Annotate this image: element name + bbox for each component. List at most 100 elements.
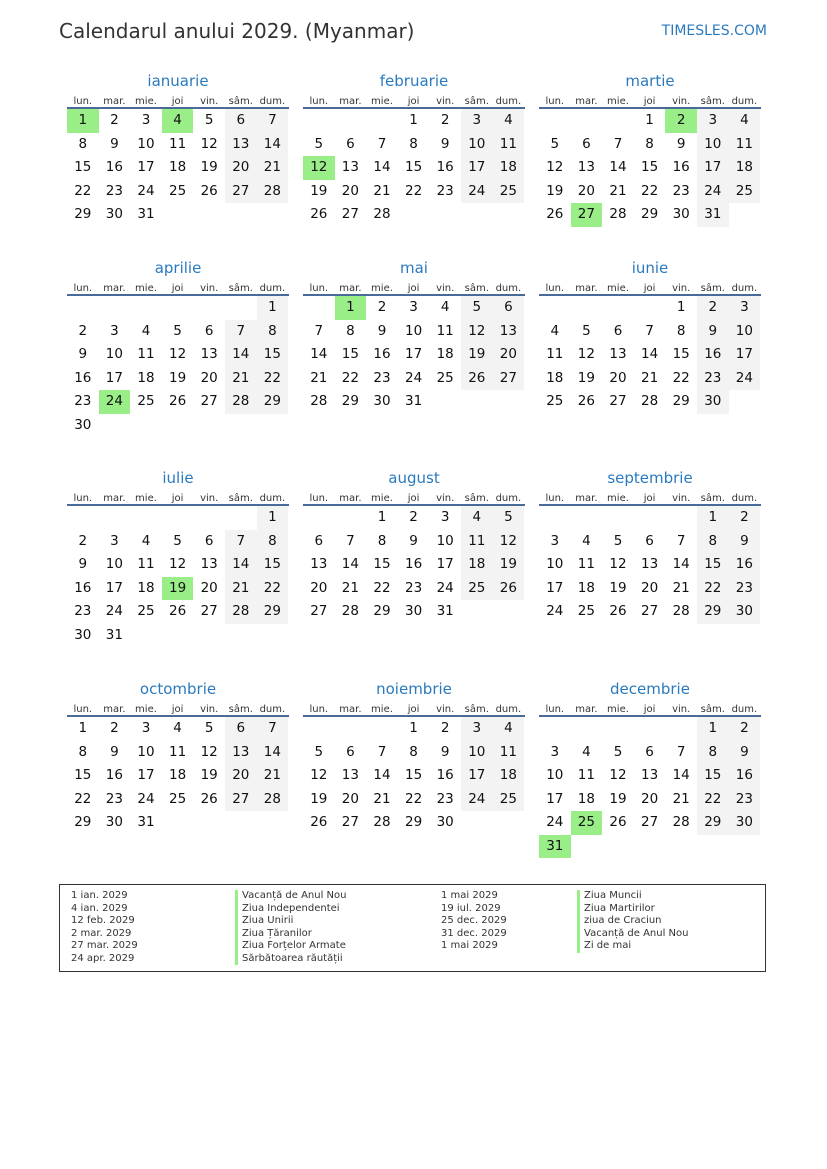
day-cell: 18 xyxy=(169,767,187,783)
day-cell: 17 xyxy=(436,556,454,572)
weekday-label: mie. xyxy=(371,704,393,715)
holiday-day-cell: 1 xyxy=(67,109,99,133)
day-cell: 12 xyxy=(577,346,595,362)
day-cell: 6 xyxy=(582,135,591,152)
month-title: martie xyxy=(625,72,675,90)
day-cell: 2 xyxy=(728,506,761,530)
day-cell: 20 xyxy=(492,343,525,367)
day-cell: 1 xyxy=(78,720,88,736)
day-cell: 7 xyxy=(225,529,257,553)
weekday-label: joi xyxy=(171,493,184,504)
day-cell: 20 xyxy=(200,579,218,596)
holiday-day-cell: 31 xyxy=(539,834,571,858)
day-cell: 2 xyxy=(110,720,119,736)
weekday-label: mie. xyxy=(371,96,393,107)
day-cell: 8 xyxy=(697,740,729,764)
day-cell: 17 xyxy=(461,156,493,180)
day-cell: 6 xyxy=(346,743,355,760)
month-title: iulie xyxy=(162,469,194,487)
month-title: decembrie xyxy=(610,680,690,698)
month-title: octombrie xyxy=(139,680,217,698)
brand-link[interactable]: TIMESLES.COM xyxy=(661,23,767,39)
day-cell: 15 xyxy=(697,553,729,577)
day-cell: 25 xyxy=(169,182,187,199)
weekday-label: sâm. xyxy=(464,283,489,294)
day-cell: 14 xyxy=(256,740,289,764)
day-cell: 21 xyxy=(341,579,359,596)
day-cell: 19 xyxy=(200,767,218,783)
day-cell: 6 xyxy=(346,135,355,152)
day-cell: 14 xyxy=(341,556,359,572)
day-cell: 11 xyxy=(137,556,155,572)
day-cell: 3 xyxy=(550,532,560,549)
day-cell: 10 xyxy=(728,319,761,343)
divider xyxy=(67,504,289,506)
legend-date: 24 apr. 2029 xyxy=(71,952,135,964)
day-cell: 10 xyxy=(105,556,123,572)
day-cell: 2 xyxy=(697,296,729,320)
day-cell: 14 xyxy=(672,767,690,783)
legend-date: 12 feb. 2029 xyxy=(71,915,135,926)
day-cell: 5 xyxy=(314,135,324,152)
day-cell: 12 xyxy=(310,767,328,783)
legend-holiday-name: Sărbătoarea răutății xyxy=(235,952,343,965)
weekday-label: lun. xyxy=(73,704,93,715)
day-cell: 19 xyxy=(169,369,187,386)
day-cell: 21 xyxy=(225,576,257,600)
weekday-label: vin. xyxy=(436,283,455,294)
day-cell: 7 xyxy=(377,743,387,760)
weekday-label: lun. xyxy=(309,283,329,294)
weekday-label: joi xyxy=(643,96,656,107)
day-cell: 22 xyxy=(672,369,690,386)
day-cell: 15 xyxy=(405,159,423,175)
day-cell: 29 xyxy=(74,814,92,830)
day-cell: 28 xyxy=(672,603,690,619)
day-cell: 5 xyxy=(314,743,324,760)
day-cell: 26 xyxy=(577,393,595,409)
day-cell: 23 xyxy=(672,182,690,199)
day-cell: 24 xyxy=(546,603,564,619)
weekday-label: mie. xyxy=(607,96,629,107)
legend-date: 1 ian. 2029 xyxy=(71,890,128,901)
holiday-day-cell: 27 xyxy=(570,203,603,227)
day-cell: 27 xyxy=(641,603,659,619)
day-cell: 12 xyxy=(609,767,627,783)
day-cell: 18 xyxy=(492,764,525,788)
day-cell: 30 xyxy=(672,206,690,222)
day-cell: 23 xyxy=(697,366,729,390)
day-cell: 26 xyxy=(169,603,187,619)
legend-holiday-name: ziua de Craciun xyxy=(577,915,662,928)
day-cell: 3 xyxy=(697,109,729,133)
day-cell: 1 xyxy=(377,509,387,525)
holiday-legend: 1 ian. 2029 Vacanță de Anul Nou 4 ian. 202… xyxy=(59,884,766,972)
day-cell: 4 xyxy=(141,322,151,339)
day-cell: 27 xyxy=(200,393,218,409)
day-cell: 27 xyxy=(341,814,359,830)
weekday-label: mar. xyxy=(575,493,598,504)
day-cell: 20 xyxy=(225,156,257,180)
day-cell: 23 xyxy=(728,576,761,600)
day-cell: 17 xyxy=(105,369,123,386)
weekday-label: dum. xyxy=(731,96,758,107)
day-cell: 28 xyxy=(225,390,257,414)
day-cell: 13 xyxy=(641,767,659,783)
divider xyxy=(539,715,761,717)
day-cell: 11 xyxy=(728,132,761,156)
day-cell: 10 xyxy=(137,743,155,760)
day-cell: 30 xyxy=(728,600,761,624)
day-cell: 13 xyxy=(492,319,525,343)
day-cell: 29 xyxy=(405,814,423,830)
weekday-label: lun. xyxy=(73,283,93,294)
weekday-label: lun. xyxy=(309,704,329,715)
day-cell: 21 xyxy=(256,764,289,788)
month-title: iunie xyxy=(631,259,669,277)
day-cell: 16 xyxy=(697,343,729,367)
day-cell: 11 xyxy=(577,556,595,572)
weekday-label: mar. xyxy=(103,704,126,715)
day-cell: 22 xyxy=(405,182,423,199)
day-cell: 10 xyxy=(546,767,564,783)
weekday-label: sâm. xyxy=(700,96,725,107)
day-cell: 24 xyxy=(105,603,123,619)
day-cell: 12 xyxy=(200,135,218,152)
day-cell: 29 xyxy=(341,393,359,409)
